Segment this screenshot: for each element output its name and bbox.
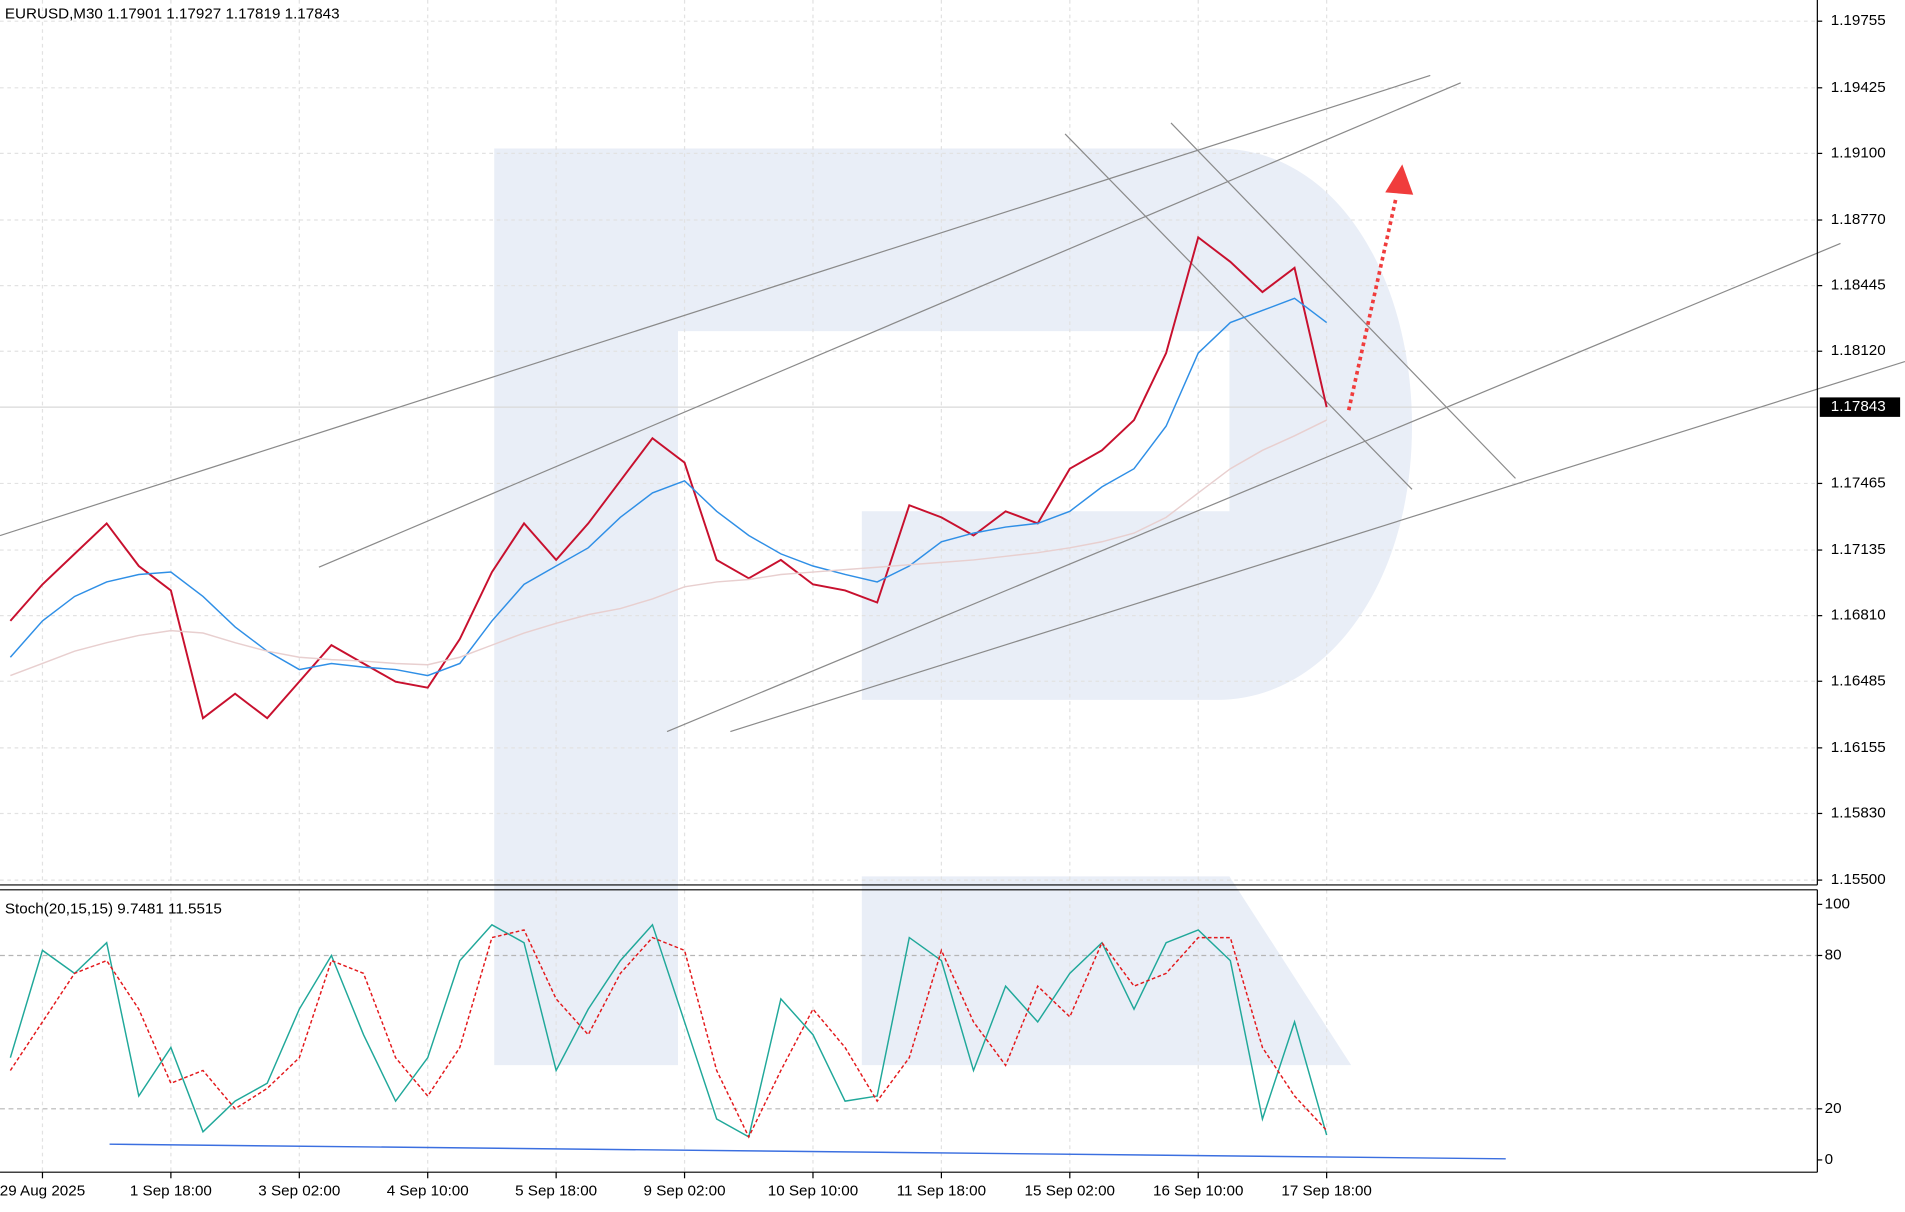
plots	[9, 235, 1328, 1139]
y-tick-label: 100	[1825, 895, 1850, 912]
forecast-arrow	[1346, 164, 1414, 411]
trend-line	[1170, 122, 1516, 479]
trend-line	[0, 74, 1431, 537]
y-tick-label: 1.16810	[1831, 607, 1886, 624]
series-line	[9, 297, 1328, 677]
chart-title: EURUSD,M30 1.17901 1.17927 1.17819 1.178…	[5, 6, 340, 23]
y-tick-label: 1.16485	[1831, 672, 1886, 689]
y-tick-label: 1.18445	[1831, 277, 1886, 294]
y-tick-label: 80	[1825, 946, 1842, 963]
stoch-trend-line	[109, 1143, 1506, 1160]
y-tick-label: 0	[1825, 1151, 1833, 1168]
trend-lines	[0, 74, 1905, 733]
current-price-box	[1819, 397, 1901, 417]
watermark-logo	[494, 148, 1413, 1066]
y-tick-label: 20	[1825, 1100, 1842, 1117]
y-tick-label: 1.15500	[1831, 871, 1886, 888]
series-line	[10, 419, 1327, 677]
x-tick-label: 5 Sep 18:00	[515, 1183, 597, 1200]
x-tick-label: 17 Sep 18:00	[1281, 1183, 1371, 1200]
y-tick-label: 1.18120	[1831, 342, 1886, 359]
series-line	[9, 929, 1328, 1139]
x-tick-label: 9 Sep 02:00	[644, 1183, 726, 1200]
x-tick-label: 16 Sep 10:00	[1153, 1183, 1243, 1200]
y-tick-label: 1.19425	[1831, 79, 1886, 96]
y-tick-label: 1.19755	[1831, 12, 1886, 29]
y-tick-label: 1.18770	[1831, 211, 1886, 228]
y-tick-label: 1.16155	[1831, 739, 1886, 756]
x-tick-label: 4 Sep 10:00	[387, 1183, 469, 1200]
y-tick-label: 1.17465	[1831, 474, 1886, 491]
grid	[0, 0, 1818, 1173]
x-tick-label: 11 Sep 18:00	[897, 1183, 986, 1200]
x-tick-label: 10 Sep 10:00	[768, 1183, 858, 1200]
x-tick-label: 15 Sep 02:00	[1025, 1183, 1115, 1200]
trend-line	[1064, 133, 1413, 490]
trend-line	[730, 360, 1905, 733]
y-tick-label: 1.15830	[1831, 804, 1886, 821]
x-tick-label: 1 Sep 18:00	[130, 1183, 212, 1200]
series-line	[9, 923, 1328, 1139]
x-tick-label: 29 Aug 2025	[0, 1183, 85, 1200]
series-line	[9, 235, 1328, 720]
arrow-head	[1385, 164, 1414, 195]
y-tick-label: 1.19100	[1831, 144, 1886, 161]
y-tick-label: 1.17135	[1831, 541, 1886, 558]
indicator-title: Stoch(20,15,15) 9.7481 11.5515	[5, 900, 222, 917]
trend-line	[318, 82, 1461, 568]
x-tick-label: 3 Sep 02:00	[258, 1183, 340, 1200]
current-price-label: 1.17843	[1831, 398, 1886, 415]
trend-line	[666, 242, 1841, 733]
